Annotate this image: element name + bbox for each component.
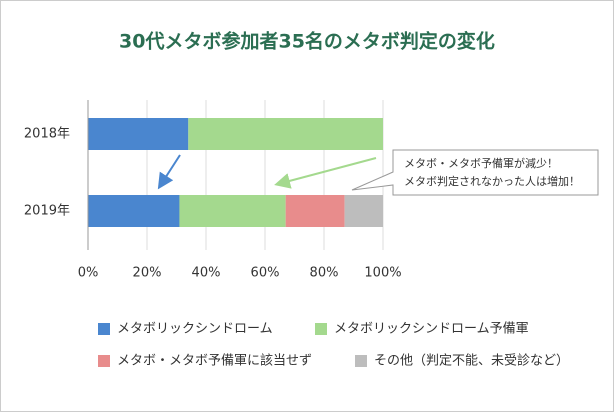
bar-segment (285, 195, 345, 227)
x-tick-label: 0% (78, 266, 99, 281)
x-tick-label: 40% (192, 266, 221, 281)
legend-swatch (355, 355, 367, 367)
legend-label: その他（判定不能、未受診など） (374, 353, 569, 369)
x-tick-label: 20% (133, 266, 162, 281)
legend-swatch (98, 355, 110, 367)
bar-segment (88, 118, 189, 150)
legend-label: メタボリックシンドローム予備軍 (334, 321, 529, 337)
bar-segment (344, 195, 383, 227)
x-tick-label: 100% (364, 266, 401, 281)
y-tick-label: 2018年 (24, 127, 70, 142)
annotation: メタボ・メタボ予備軍が減少！ (404, 156, 558, 170)
arrow (274, 157, 377, 189)
y-tick-label: 2019年 (24, 204, 70, 219)
legend-label: メタボリックシンドローム (117, 322, 273, 337)
annotation: メタボ判定されなかった人は増加！ (404, 174, 580, 188)
legend-swatch (98, 323, 110, 335)
legend-swatch (315, 323, 327, 335)
bar-segment (179, 195, 286, 227)
bar-segment (88, 195, 180, 227)
x-tick-label: 80% (310, 266, 339, 281)
legend-label: メタボ・メタボ予備軍に該当せず (117, 353, 312, 369)
bar-segment (188, 118, 383, 150)
callout (351, 149, 599, 196)
arrow (157, 154, 181, 190)
chart-title: 30代メタボ参加者35名のメタボ判定の変化 (119, 30, 495, 53)
x-tick-label: 60% (251, 266, 280, 281)
